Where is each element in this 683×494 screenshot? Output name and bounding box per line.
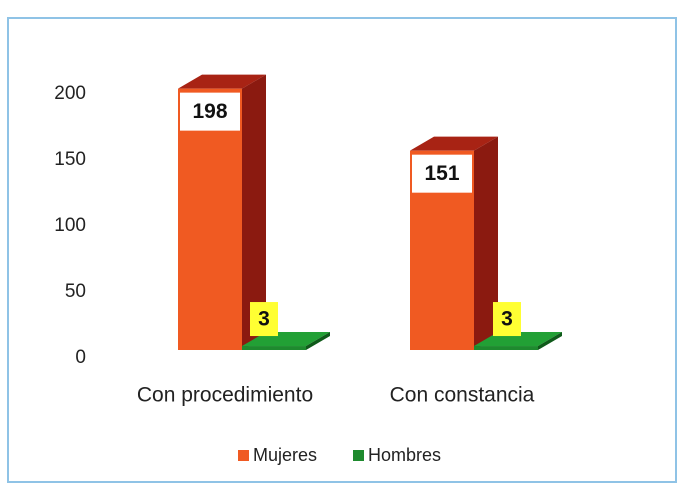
bar-front	[474, 346, 538, 350]
bar-front	[242, 346, 306, 350]
legend-label: Mujeres	[253, 445, 317, 465]
legend-swatch	[353, 450, 364, 461]
bar-side	[474, 136, 498, 350]
data-label: 3	[501, 308, 513, 331]
data-label-box	[180, 92, 240, 131]
chart-frame	[7, 17, 677, 483]
data-label-box	[412, 154, 472, 193]
data-label-box	[493, 302, 521, 337]
y-tick-label: 100	[54, 215, 86, 236]
bar-front	[178, 88, 242, 350]
bar-side	[242, 74, 266, 350]
bar-side	[538, 332, 562, 350]
y-tick-label: 50	[65, 281, 86, 302]
y-tick-label: 200	[54, 83, 86, 104]
data-label: 151	[424, 162, 459, 185]
y-tick-label: 150	[54, 149, 86, 170]
data-label: 198	[192, 100, 227, 123]
bar-side	[306, 332, 330, 350]
y-tick-label: 0	[75, 347, 86, 368]
legend-swatch	[238, 450, 249, 461]
data-label-box	[250, 302, 278, 337]
data-label: 3	[258, 308, 270, 331]
x-tick-label: Con procedimiento	[137, 384, 313, 407]
bar-top	[410, 136, 498, 151]
legend-label: Hombres	[368, 445, 441, 465]
bar	[178, 74, 266, 350]
x-tick-label: Con constancia	[390, 384, 535, 407]
bar-top	[178, 74, 266, 89]
